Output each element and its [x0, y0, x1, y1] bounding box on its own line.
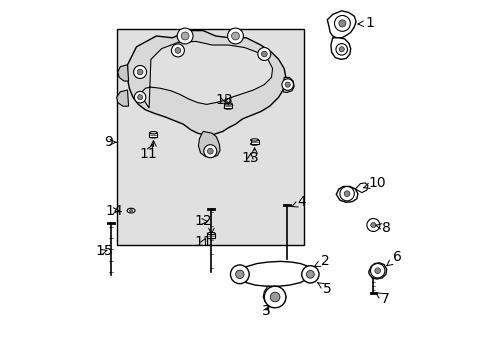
- Circle shape: [203, 145, 216, 158]
- Bar: [149, 133, 157, 137]
- Circle shape: [370, 264, 384, 278]
- Ellipse shape: [224, 107, 232, 109]
- Circle shape: [264, 286, 285, 308]
- Polygon shape: [330, 38, 350, 59]
- Circle shape: [181, 32, 189, 40]
- Text: 12: 12: [194, 215, 212, 228]
- Polygon shape: [117, 90, 128, 106]
- Circle shape: [338, 47, 344, 52]
- Circle shape: [177, 28, 193, 44]
- Circle shape: [282, 79, 293, 90]
- Text: 9: 9: [104, 135, 116, 149]
- Circle shape: [338, 20, 346, 27]
- Polygon shape: [118, 65, 128, 81]
- Circle shape: [301, 266, 318, 283]
- Ellipse shape: [207, 237, 215, 239]
- Bar: [250, 140, 258, 144]
- Text: 6: 6: [386, 251, 401, 266]
- Text: 13: 13: [215, 93, 233, 107]
- Text: 2: 2: [314, 254, 329, 268]
- Circle shape: [207, 148, 213, 154]
- Text: 5: 5: [317, 282, 331, 296]
- Circle shape: [230, 265, 249, 284]
- Polygon shape: [326, 11, 355, 38]
- Circle shape: [235, 270, 244, 279]
- Bar: [224, 104, 232, 108]
- Circle shape: [137, 95, 142, 100]
- Circle shape: [133, 66, 146, 78]
- Circle shape: [134, 91, 145, 103]
- Circle shape: [344, 191, 349, 197]
- Ellipse shape: [250, 143, 258, 145]
- Text: 8: 8: [375, 221, 390, 234]
- Polygon shape: [263, 286, 285, 307]
- Ellipse shape: [149, 136, 157, 138]
- Circle shape: [261, 51, 266, 57]
- Bar: [117, 29, 303, 245]
- Text: 4: 4: [291, 195, 306, 209]
- Text: 13: 13: [241, 151, 259, 165]
- Circle shape: [285, 82, 290, 87]
- Circle shape: [171, 44, 184, 57]
- Circle shape: [231, 32, 239, 40]
- Circle shape: [374, 268, 380, 274]
- Circle shape: [306, 270, 314, 278]
- Circle shape: [339, 186, 354, 201]
- Ellipse shape: [149, 132, 157, 134]
- Polygon shape: [233, 261, 310, 286]
- Text: 11: 11: [194, 235, 212, 249]
- Circle shape: [366, 219, 379, 231]
- Circle shape: [175, 48, 181, 53]
- Circle shape: [137, 69, 142, 75]
- Text: 14: 14: [106, 204, 123, 217]
- Bar: [207, 234, 215, 238]
- Polygon shape: [142, 41, 272, 108]
- Ellipse shape: [250, 139, 258, 141]
- Ellipse shape: [127, 208, 135, 213]
- Circle shape: [257, 48, 270, 60]
- Polygon shape: [127, 31, 285, 135]
- Polygon shape: [368, 263, 386, 279]
- Circle shape: [370, 222, 375, 228]
- Polygon shape: [336, 186, 357, 202]
- Ellipse shape: [224, 103, 232, 105]
- Text: 7: 7: [375, 292, 389, 306]
- Text: 11: 11: [139, 144, 157, 161]
- Circle shape: [335, 44, 347, 55]
- Text: 1: 1: [357, 17, 373, 30]
- Ellipse shape: [129, 210, 133, 212]
- Polygon shape: [283, 77, 294, 93]
- Text: 15: 15: [95, 244, 113, 258]
- Polygon shape: [355, 183, 367, 193]
- Circle shape: [334, 15, 349, 31]
- Polygon shape: [198, 131, 220, 157]
- Ellipse shape: [207, 233, 215, 235]
- Circle shape: [270, 292, 280, 302]
- Text: 10: 10: [363, 176, 386, 190]
- Text: 3: 3: [261, 305, 270, 318]
- Circle shape: [227, 28, 243, 44]
